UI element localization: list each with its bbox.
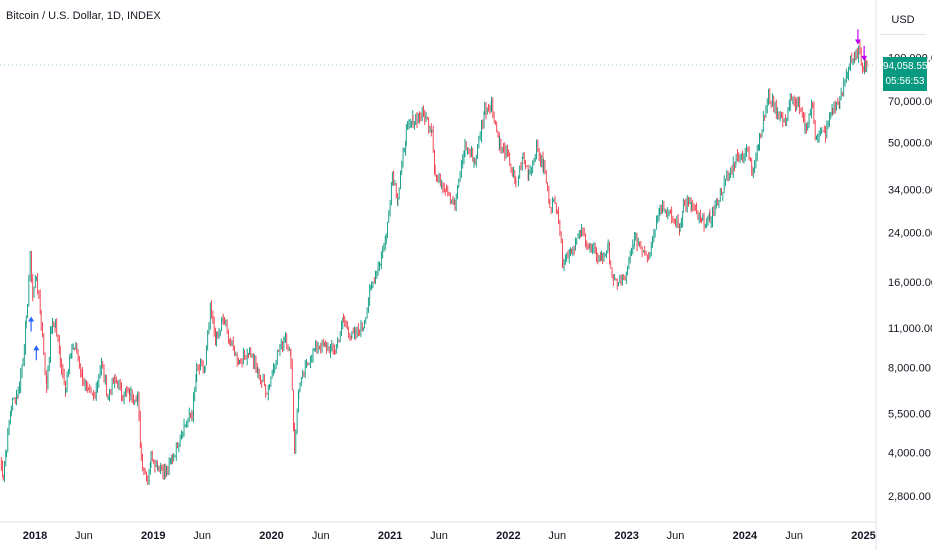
signal-arrow-down-3 bbox=[861, 55, 868, 61]
last-price-badge: 94,058.55 05:56:53 bbox=[883, 57, 928, 91]
x-tick-label-7: Jun bbox=[430, 530, 448, 542]
x-tick-label-14: 2025 bbox=[851, 530, 875, 542]
countdown-timer: 05:56:53 bbox=[885, 76, 925, 87]
y-tick-label-10: 2,800.00 bbox=[888, 491, 931, 503]
signal-arrow-up-0 bbox=[28, 316, 35, 322]
y-tick-label-7: 8,000.00 bbox=[888, 362, 931, 374]
x-tick-label-13: Jun bbox=[785, 530, 803, 542]
x-tick-label-5: Jun bbox=[312, 530, 330, 542]
last-price-value: 94,058.55 bbox=[883, 61, 928, 72]
y-tick-label-9: 4,000.00 bbox=[888, 447, 931, 459]
y-tick-label-5: 16,000.00 bbox=[888, 277, 932, 289]
y-tick-label-6: 11,000.00 bbox=[888, 323, 932, 335]
currency-selector[interactable]: USD bbox=[880, 6, 926, 35]
x-tick-label-8: 2022 bbox=[496, 530, 520, 542]
x-tick-label-11: Jun bbox=[667, 530, 685, 542]
x-tick-label-6: 2021 bbox=[378, 530, 402, 542]
symbol-title: Bitcoin / U.S. Dollar, 1D, INDEX bbox=[6, 10, 161, 22]
x-tick-label-12: 2024 bbox=[733, 530, 758, 542]
y-tick-label-2: 50,000.00 bbox=[888, 137, 932, 149]
x-tick-label-1: Jun bbox=[75, 530, 93, 542]
y-tick-label-8: 5,500.00 bbox=[888, 408, 931, 420]
x-tick-label-2: 2019 bbox=[141, 530, 165, 542]
y-tick-label-3: 34,000.00 bbox=[888, 185, 932, 197]
x-tick-label-0: 2018 bbox=[23, 530, 47, 542]
signal-arrow-down-2 bbox=[854, 39, 861, 45]
x-tick-label-3: Jun bbox=[193, 530, 211, 542]
signal-arrow-up-1 bbox=[33, 345, 40, 351]
y-tick-label-1: 70,000.00 bbox=[888, 96, 932, 108]
x-tick-label-10: 2023 bbox=[614, 530, 638, 542]
y-tick-label-4: 24,000.00 bbox=[888, 227, 932, 239]
x-tick-label-4: 2020 bbox=[259, 530, 283, 542]
x-tick-label-9: Jun bbox=[548, 530, 566, 542]
